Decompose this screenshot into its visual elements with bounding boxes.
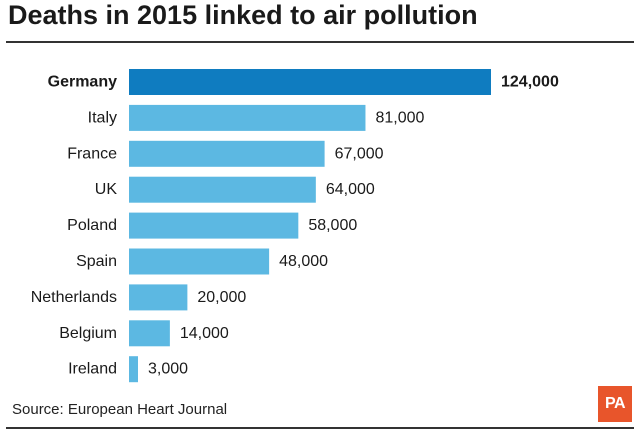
pa-logo: PA: [598, 386, 632, 422]
bar-france: [129, 140, 325, 167]
value-label-uk: 64,000: [326, 181, 375, 198]
value-label-netherlands: 20,000: [197, 289, 246, 306]
bar-netherlands: [129, 284, 188, 311]
category-label-france: France: [67, 145, 117, 162]
value-label-italy: 81,000: [375, 109, 424, 126]
bar-germany: [129, 69, 491, 95]
bar-uk: [129, 176, 316, 203]
value-label-spain: 48,000: [279, 253, 328, 270]
footer-divider: [6, 427, 634, 429]
value-label-belgium: 14,000: [180, 325, 229, 342]
category-label-spain: Spain: [76, 253, 117, 270]
value-label-poland: 58,000: [308, 217, 357, 234]
bar-spain: [129, 248, 270, 275]
chart-title: Deaths in 2015 linked to air pollution: [8, 0, 478, 30]
category-label-italy: Italy: [88, 109, 117, 126]
bar-italy: [129, 104, 366, 131]
title-divider: [6, 41, 634, 43]
category-label-poland: Poland: [67, 217, 117, 234]
bar-ireland: [129, 356, 138, 383]
source-note: Source: European Heart Journal: [12, 401, 228, 418]
category-label-ireland: Ireland: [68, 361, 117, 378]
category-label-uk: UK: [95, 181, 118, 198]
value-label-france: 67,000: [335, 145, 384, 162]
category-label-germany: Germany: [48, 74, 117, 91]
bar-poland: [129, 212, 299, 239]
category-label-netherlands: Netherlands: [31, 289, 117, 306]
bar-belgium: [129, 320, 170, 347]
value-label-ireland: 3,000: [148, 361, 188, 378]
value-label-germany: 124,000: [501, 74, 559, 91]
category-label-belgium: Belgium: [59, 325, 117, 342]
